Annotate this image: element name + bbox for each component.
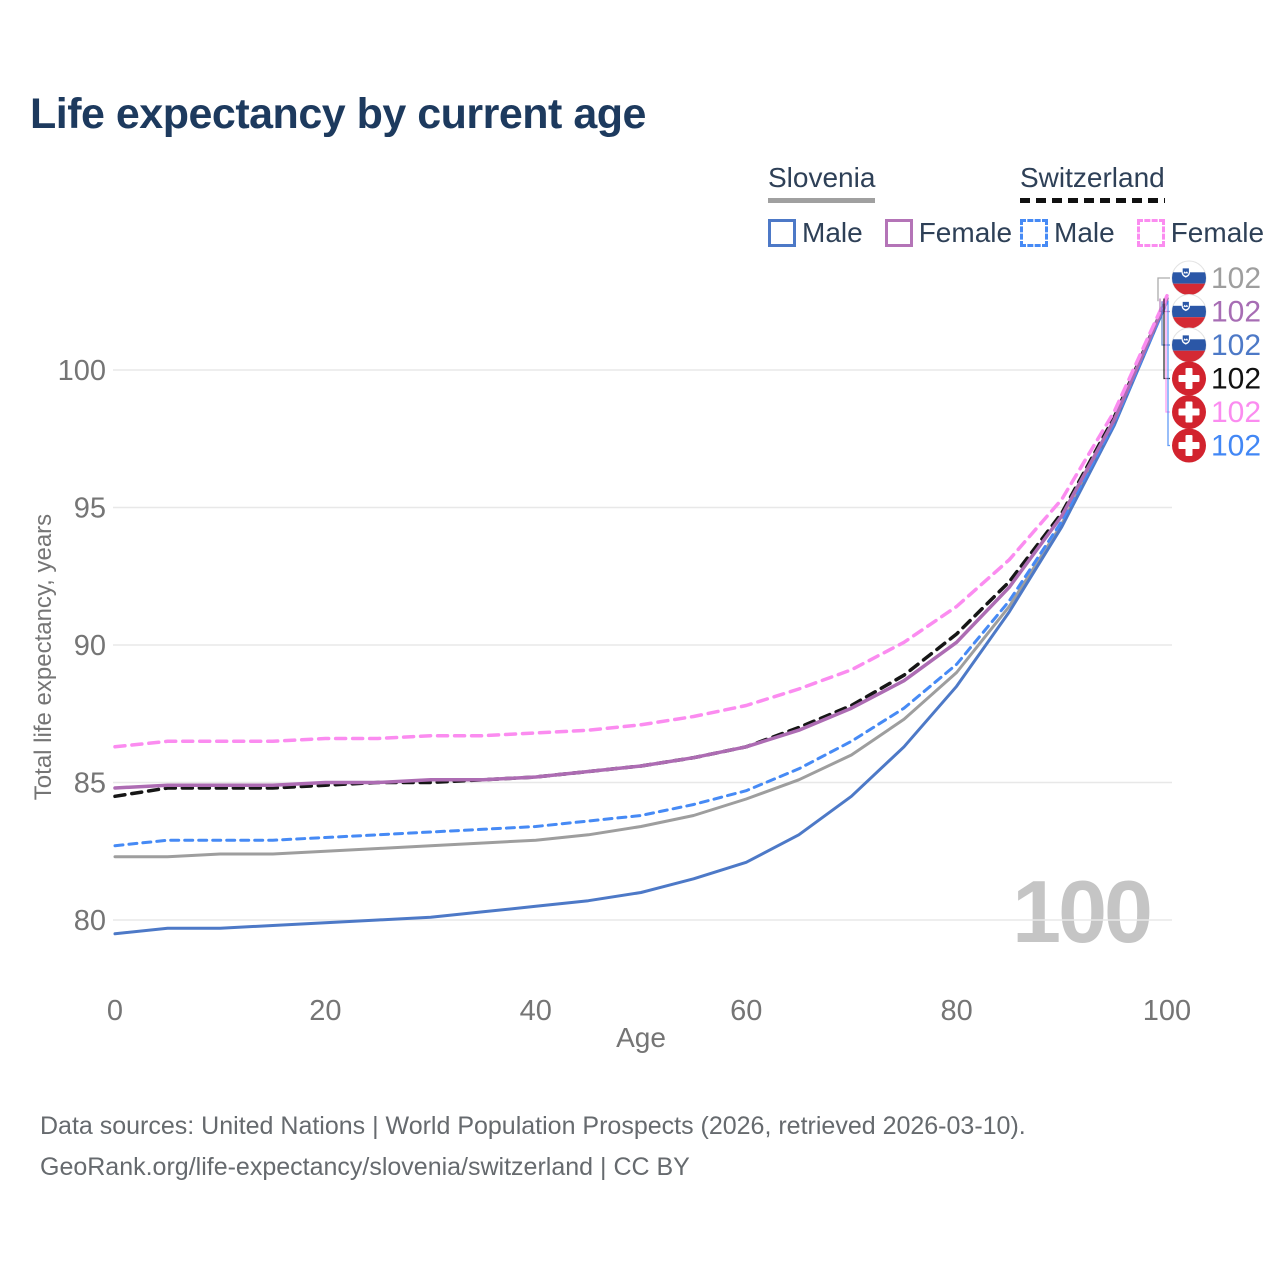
footer-attribution: GeoRank.org/life-expectancy/slovenia/swi… [40,1152,690,1181]
y-tick-label: 85 [74,768,106,800]
series-line-switzerland-male [113,299,1169,848]
switzerland-male-swatch-icon [1020,219,1048,247]
y-tick-label: 80 [74,905,106,937]
legend-group-switzerland: Switzerland Male Female [1020,162,1264,249]
legend-item-label: Female [1170,217,1265,248]
slovenia-flag-icon [1171,294,1207,329]
series-line-slovenia-total [113,299,1169,859]
x-tick-label: 40 [520,995,552,1027]
series-end-value-switzerland-total: 102 [1211,363,1261,396]
slovenia-flag-icon [1171,327,1207,363]
footer: Data sources: United Nations | World Pop… [40,1106,1026,1187]
switzerland-flag-icon [1172,361,1206,396]
x-tick-label: 20 [309,995,341,1027]
leader-line [1161,301,1170,346]
legend-country-slovenia-label: Slovenia [768,162,876,193]
legend-item-label: Male [1054,217,1115,248]
legend-item-label: Female [918,217,1013,248]
legend-item-label: Male [802,217,863,248]
legend-item-slovenia-male[interactable]: Male [768,217,863,249]
switzerland-underline-swatch [1020,198,1165,203]
slovenia-male-swatch-icon [768,219,796,247]
x-tick-label: 0 [107,995,123,1027]
leader-line [1159,298,1170,313]
series-end-value-slovenia-male: 102 [1211,329,1261,362]
age-watermark: 100 [1012,862,1153,961]
series-end-value-slovenia-total: 102 [1211,262,1261,295]
legend-item-switzerland-female[interactable]: Female [1136,217,1265,249]
legend-item-switzerland-male[interactable]: Male [1020,217,1115,249]
y-tick-label: 90 [74,630,106,662]
switzerland-flag-icon [1172,395,1206,429]
series-end-value-switzerland-female: 102 [1211,396,1261,429]
switzerland-flag-icon [1172,428,1206,463]
series-line-slovenia-female [113,296,1169,790]
series-line-switzerland-female [113,293,1169,749]
series-line-slovenia-male [113,299,1169,936]
x-tick-label: 60 [730,995,762,1027]
slovenia-underline-swatch [768,198,876,203]
legend-item-slovenia-female[interactable]: Female [884,217,1013,249]
footer-data-sources: Data sources: United Nations | World Pop… [40,1112,1026,1140]
legend-country-switzerland-label: Switzerland [1020,162,1165,193]
series-end-value-slovenia-female: 102 [1211,296,1261,329]
x-tick-label: 80 [940,995,972,1027]
legend-group-slovenia: Slovenia Male Female [768,162,1012,249]
leader-line [1157,277,1170,302]
x-axis-title: Age [616,1022,666,1053]
leader-line [1163,298,1170,380]
slovenia-female-swatch-icon [884,219,913,247]
slovenia-flag-icon [1171,260,1207,296]
leader-line [1167,301,1170,447]
series-end-value-switzerland-male: 102 [1211,430,1261,463]
legend-country-switzerland[interactable]: Switzerland [1020,162,1165,208]
series-line-switzerland-total [113,296,1169,799]
page-title: Life expectancy by current age [30,90,646,138]
x-tick-label: 100 [1143,995,1191,1027]
y-tick-label: 100 [58,355,106,387]
y-axis-title: Total life expectancy, years [30,513,57,801]
legend-country-slovenia[interactable]: Slovenia [768,162,876,208]
leader-line [1165,295,1170,413]
y-tick-label: 95 [74,493,106,525]
switzerland-female-swatch-icon [1136,219,1165,247]
